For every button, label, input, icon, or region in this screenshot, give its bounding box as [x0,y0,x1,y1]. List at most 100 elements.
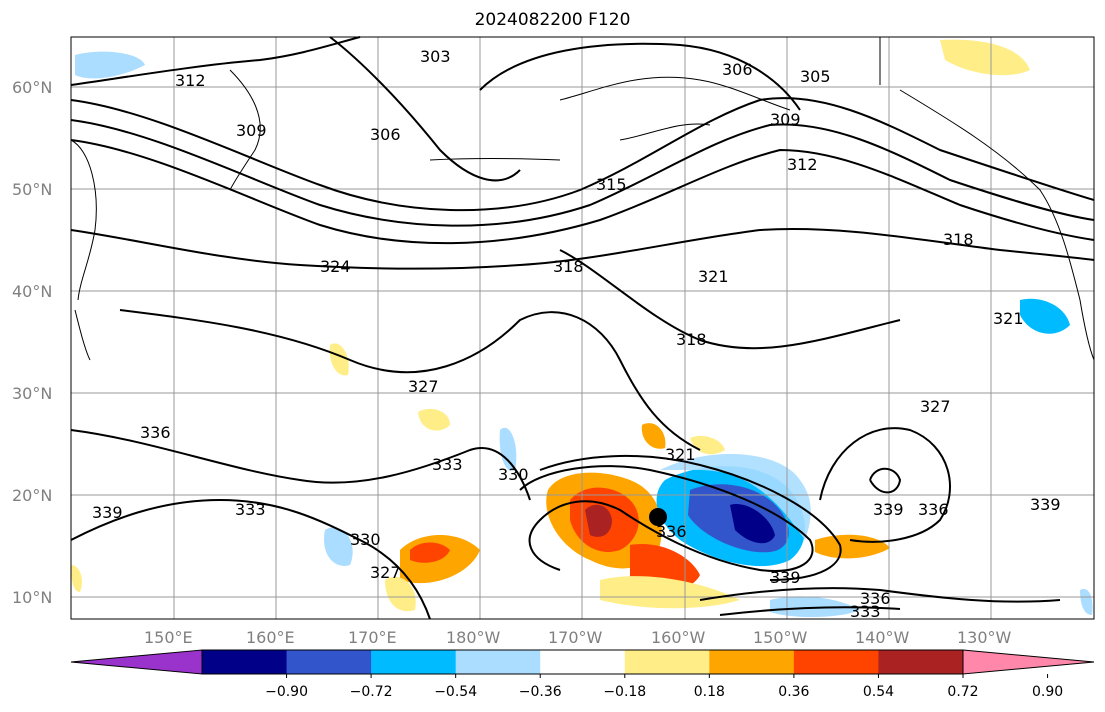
lat-label: 20°N [12,486,52,505]
contour-south-2 [719,606,901,616]
colorbar-tick-label: 0.18 [694,684,725,700]
yellow-blob-4 [329,343,349,376]
storm-center-dot [649,508,667,526]
lon-label: 170°W [548,628,603,647]
shading-layer [71,39,1093,618]
colorbar-swatch [878,650,964,674]
contour-label: 309 [236,121,267,140]
contour-vortex-1 [519,465,814,572]
contour-label: 305 [800,67,831,86]
contour-label: 333 [235,500,266,519]
lat-label: 30°N [12,384,52,403]
lat-label: 50°N [12,180,52,199]
contour-east-ring [869,467,902,494]
colorbar-swatch [624,650,710,674]
contour-label: 339 [1030,495,1061,514]
lon-label: 160°E [246,628,295,647]
colorbar-tick-label: −0.54 [434,684,477,700]
lon-label: 170°E [348,628,397,647]
lat-label: 40°N [12,282,52,301]
contour-324 [70,228,1095,270]
asia-coast [70,139,97,361]
contour-label: 336 [140,423,171,442]
contour-label: 336 [860,589,891,608]
contour-306 [479,42,801,111]
colorbar-swatch [793,650,879,674]
contour-label: 318 [943,230,974,249]
colorbar-tick-label: 0.36 [778,684,809,700]
contour-label: 339 [770,568,801,587]
contour-label: 312 [175,71,206,90]
contour-label: 339 [873,500,904,519]
colorbar-swatch [709,650,795,674]
mid-positive-core [410,542,450,563]
orange-east [815,534,890,559]
contour-label: 315 [596,175,627,194]
contour-label: 333 [850,602,881,621]
contour-label: 318 [676,330,707,349]
lon-label: 160°W [651,628,706,647]
contour-label: 321 [698,267,729,286]
contour-303 [329,36,521,182]
lat-label: 60°N [12,78,52,97]
colorbar-tick-label: 0.90 [1032,684,1063,700]
colorbar-arrow-high [962,649,1095,675]
colorbar-swatch [286,650,372,674]
contour-label: 333 [432,455,463,474]
colorbar-arrow-low [70,649,203,675]
contour-label: 336 [918,500,949,519]
lightblue-blob-9 [499,427,517,471]
lightblue-west [324,527,353,566]
contour-327 [119,309,701,451]
colorbar-tick-label: −0.36 [519,684,562,700]
contour-label: 321 [665,445,696,464]
colorbar-tick-label: −0.72 [350,684,393,700]
kamchatka-coast [229,69,261,191]
lightblue-right-edge [1080,589,1093,615]
contour-jet-3 [70,139,1095,245]
aleutians [429,158,561,161]
lon-label: 140°W [855,628,910,647]
contour-label: 303 [420,47,451,66]
contour-east-low [819,427,951,543]
contour-jet-2 [70,119,1095,227]
lon-label: 150°E [144,628,193,647]
plot-frame [70,36,1095,620]
yellow-blob-5 [940,39,1030,76]
colorbar-outline [201,649,964,675]
lon-label: 150°W [753,628,808,647]
colorbar-swatch [202,650,288,674]
contour-label: 312 [787,155,818,174]
contour-339-sw [70,498,431,620]
contour-333 [70,429,531,501]
contour-label: 339 [92,503,123,522]
lower-yellow-band [600,576,740,609]
lon-label: 180°W [446,628,501,647]
contour-label: 327 [408,377,439,396]
map-title: 2024082200 F120 [474,10,631,30]
yellow-blob-2 [641,423,666,449]
contour-vortex-2 [539,454,842,581]
colorbar-swatch [371,650,457,674]
lon-axis: 150°E 160°E 170°E 180°W 170°W 160°W 150°… [144,628,1012,647]
contour-label: 327 [920,397,951,416]
colorbar-tick-label: 0.54 [863,684,894,700]
colorbar-swatch [540,650,626,674]
lightblue-blob-8 [770,596,860,618]
colorbar: −0.90 −0.72 −0.54 −0.36 −0.18 0.18 0.36 0.54 0.7… [70,649,1095,700]
contour-south-1 [699,587,1061,603]
lat-label: 10°N [12,588,52,607]
colorbar-tick-label: −0.18 [603,684,646,700]
lightblue-blob-7 [1020,298,1070,334]
lon-label: 130°W [957,628,1012,647]
yellow-left-edge [71,565,82,592]
lightblue-blob-6 [75,51,145,79]
contour-label: 306 [370,125,401,144]
contours [70,36,1095,620]
alaska-coast [559,76,791,141]
contour-label: 330 [498,465,529,484]
contour-312 [70,36,361,86]
contour-label: 327 [370,563,401,582]
contour-label-group: 312 303 306 306 309 309 312 315 318 318 … [92,47,1061,621]
